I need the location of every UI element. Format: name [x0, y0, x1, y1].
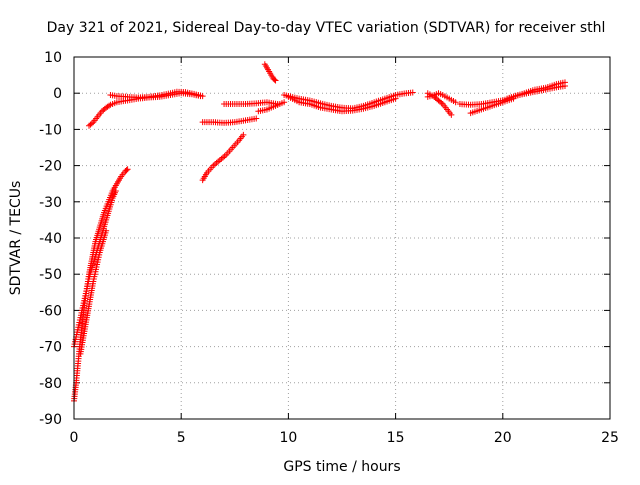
series-spike [261, 61, 279, 84]
data-point [124, 166, 131, 173]
data-points [71, 61, 568, 404]
x-tick-label: 10 [279, 430, 297, 446]
series-mid-low [199, 115, 260, 126]
series-mid-descent [199, 131, 247, 184]
series-early-lower-c [77, 227, 110, 357]
grid-lines [74, 57, 610, 419]
data-point [253, 115, 260, 122]
data-point [452, 99, 459, 106]
x-axis-label: GPS time / hours [283, 459, 400, 475]
data-point [103, 227, 110, 234]
y-tick-label: 0 [53, 86, 62, 102]
y-tick-label: -90 [39, 412, 62, 428]
plot-frame [73, 56, 611, 420]
data-point [123, 167, 130, 174]
series-early-upper [107, 88, 206, 101]
data-point [392, 95, 399, 102]
x-tick-label: 25 [601, 430, 619, 446]
x-tick-label: 0 [70, 430, 79, 446]
data-point [271, 76, 278, 83]
x-tick-labels: 0 5 10 15 20 25 [70, 430, 619, 446]
data-point [88, 120, 95, 127]
series-late-end-b [504, 82, 568, 102]
x-tick-label: 5 [177, 430, 186, 446]
data-point [112, 187, 119, 194]
y-tick-label: -40 [39, 231, 62, 247]
data-point [448, 111, 455, 118]
y-tick-label: -70 [39, 340, 62, 356]
series-mid-dip [255, 99, 288, 115]
y-tick-label: -60 [39, 303, 62, 319]
y-tick-label: 10 [44, 50, 62, 66]
series-late-variant [285, 93, 399, 115]
y-tick-label: -20 [39, 159, 62, 175]
chart-title: Day 321 of 2021, Sidereal Day-to-day VTE… [47, 20, 606, 36]
y-tick-label: -30 [39, 195, 62, 211]
y-tick-label: -80 [39, 376, 62, 392]
data-point [199, 93, 206, 100]
data-point [272, 77, 279, 84]
y-tick-labels: -90 -80 -70 -60 -50 -40 -30 -20 -10 0 10 [39, 50, 62, 428]
data-point [561, 82, 568, 89]
series-early-lower-b [71, 187, 119, 350]
data-point [281, 99, 288, 106]
y-tick-label: -50 [39, 267, 62, 283]
y-tick-label: -10 [39, 122, 62, 138]
data-point [438, 99, 445, 106]
y-axis-label: SDTVAR / TECUs [8, 181, 24, 296]
x-tick-label: 20 [494, 430, 512, 446]
series-late-dip-b [424, 90, 459, 106]
data-point [409, 89, 416, 96]
data-point [106, 102, 113, 109]
x-tick-label: 15 [387, 430, 405, 446]
data-point [240, 131, 247, 138]
